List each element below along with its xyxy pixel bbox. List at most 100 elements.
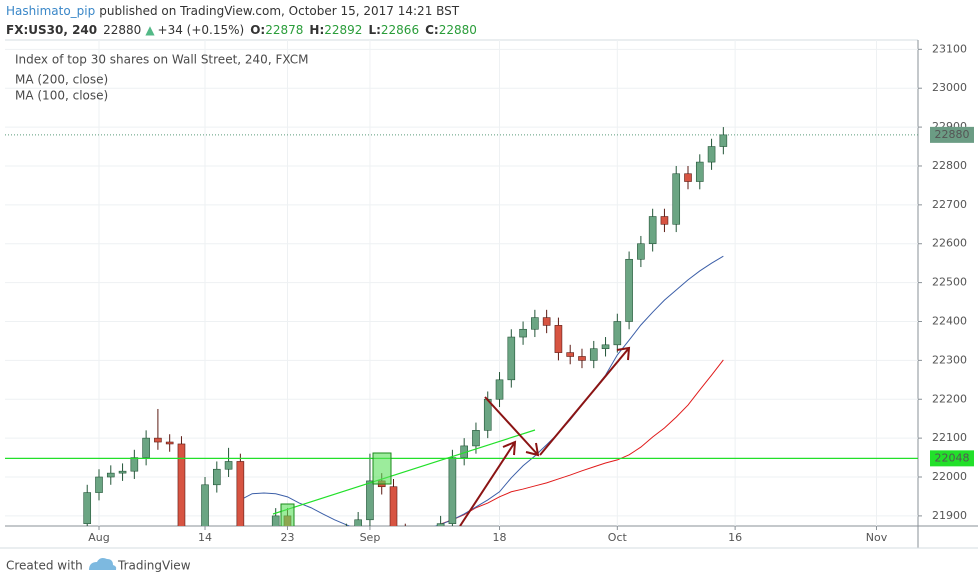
legend-entry: MA (100, close)	[15, 89, 108, 103]
legend-entry: MA (200, close)	[15, 73, 108, 87]
highlight-box	[372, 452, 392, 485]
candle-body	[213, 468, 221, 486]
published: published on TradingView.com, October 15…	[99, 4, 460, 18]
symbol: FX:US30, 240	[6, 23, 97, 37]
last: 22880	[103, 23, 141, 37]
ohlc-label: O:	[250, 23, 265, 37]
x-tick-label: Nov	[866, 531, 888, 544]
candle-body	[613, 321, 622, 346]
price-tag-label: 22048	[935, 451, 970, 464]
candle-body	[271, 515, 280, 526]
ohlc-value: 22866	[381, 23, 419, 37]
candle-body	[625, 258, 633, 322]
candle-body	[95, 476, 103, 493]
x-tick-label: Aug	[88, 531, 109, 544]
candle-body	[472, 430, 480, 447]
arrow: ▲	[145, 23, 155, 37]
candle-body	[554, 325, 563, 353]
arrow	[459, 440, 517, 526]
logo	[89, 558, 117, 570]
ohlc-value: 22878	[265, 23, 303, 37]
candle-body	[707, 146, 716, 163]
candle-body	[224, 461, 233, 470]
candle-body	[566, 352, 575, 357]
y-tick-label: 23000	[932, 81, 967, 94]
candle-body	[154, 437, 162, 443]
footer-brand[interactable]: TradingView	[117, 559, 191, 573]
candle-body	[542, 317, 551, 326]
candle-body	[660, 216, 669, 225]
candle-body	[142, 437, 150, 458]
x-tick-label: Sep	[360, 531, 381, 544]
x-tick-label: Oct	[608, 531, 628, 544]
candle-body	[165, 441, 174, 445]
candle-body	[130, 457, 139, 472]
x-tick-label: 16	[728, 531, 742, 544]
candle-body	[672, 173, 681, 225]
price-tag	[930, 126, 974, 143]
price-tag	[930, 450, 974, 467]
arrow	[484, 396, 540, 457]
x-tick-label: 14	[198, 531, 212, 544]
ohlc-value: 22880	[439, 23, 477, 37]
chart-title: Index of top 30 shares on Wall Street, 2…	[15, 53, 308, 67]
y-tick-label: 22700	[932, 198, 967, 211]
footer-text: Created with	[6, 559, 83, 573]
candle-body	[389, 486, 398, 526]
author[interactable]: Hashimato_pip	[6, 4, 95, 18]
candle-body	[531, 317, 539, 330]
candle-body	[236, 461, 245, 526]
candle-body	[436, 523, 445, 526]
price-tag-label: 22880	[935, 128, 970, 141]
candle-body	[695, 161, 704, 182]
candle-body	[495, 379, 504, 400]
header-line-1: Hashimato_pip published on TradingView.co…	[6, 4, 460, 18]
x-tick-label: 23	[280, 531, 294, 544]
ohlc-label: C:	[425, 23, 439, 37]
candle-body	[448, 457, 457, 524]
candle-body	[106, 472, 115, 478]
y-tick-label: 22500	[932, 276, 967, 289]
candle-body	[684, 173, 692, 182]
ohlc-label: H:	[309, 23, 324, 37]
highlight-box	[280, 503, 295, 526]
y-tick-label: 22000	[932, 470, 967, 483]
candle-body	[118, 470, 127, 474]
candle-body	[648, 216, 657, 245]
ma-line	[440, 359, 724, 525]
candle-body	[589, 348, 598, 361]
y-tick-label: 22100	[932, 431, 967, 444]
y-tick-label: 23100	[932, 42, 967, 55]
header-line-2: FX:US30, 240 22880 ▲ +34 (+0.15%) O:22878 H:2…	[6, 23, 477, 37]
drawings	[272, 346, 631, 526]
candle-body	[354, 519, 362, 526]
candle-body	[637, 243, 645, 260]
y-tick-label: 22800	[932, 159, 967, 172]
y-tick-label: 21900	[932, 509, 967, 522]
trend-line	[272, 429, 536, 515]
y-tick-label: 22300	[932, 353, 967, 366]
candle-body	[177, 443, 186, 526]
footer: Created with TradingView	[6, 558, 191, 573]
ohlc-label: L:	[368, 23, 380, 37]
candle-body	[83, 492, 92, 524]
x-tick-label: 18	[493, 531, 507, 544]
candle-body	[366, 480, 374, 521]
ma-line	[240, 255, 724, 526]
plot	[5, 40, 918, 526]
y-tick-label: 22200	[932, 392, 967, 405]
change: +34 (+0.15%)	[158, 23, 245, 37]
candle-body	[578, 356, 586, 361]
arrow	[539, 346, 631, 456]
candle-body	[719, 134, 728, 147]
y-tick-label: 22400	[932, 314, 967, 327]
y-tick-label: 22600	[932, 237, 967, 250]
arrows	[459, 346, 631, 526]
candle-body	[507, 336, 516, 381]
candle-body	[201, 484, 209, 526]
ohlc-value: 22892	[324, 23, 362, 37]
candle-body	[601, 344, 610, 350]
candle-body	[519, 328, 527, 338]
